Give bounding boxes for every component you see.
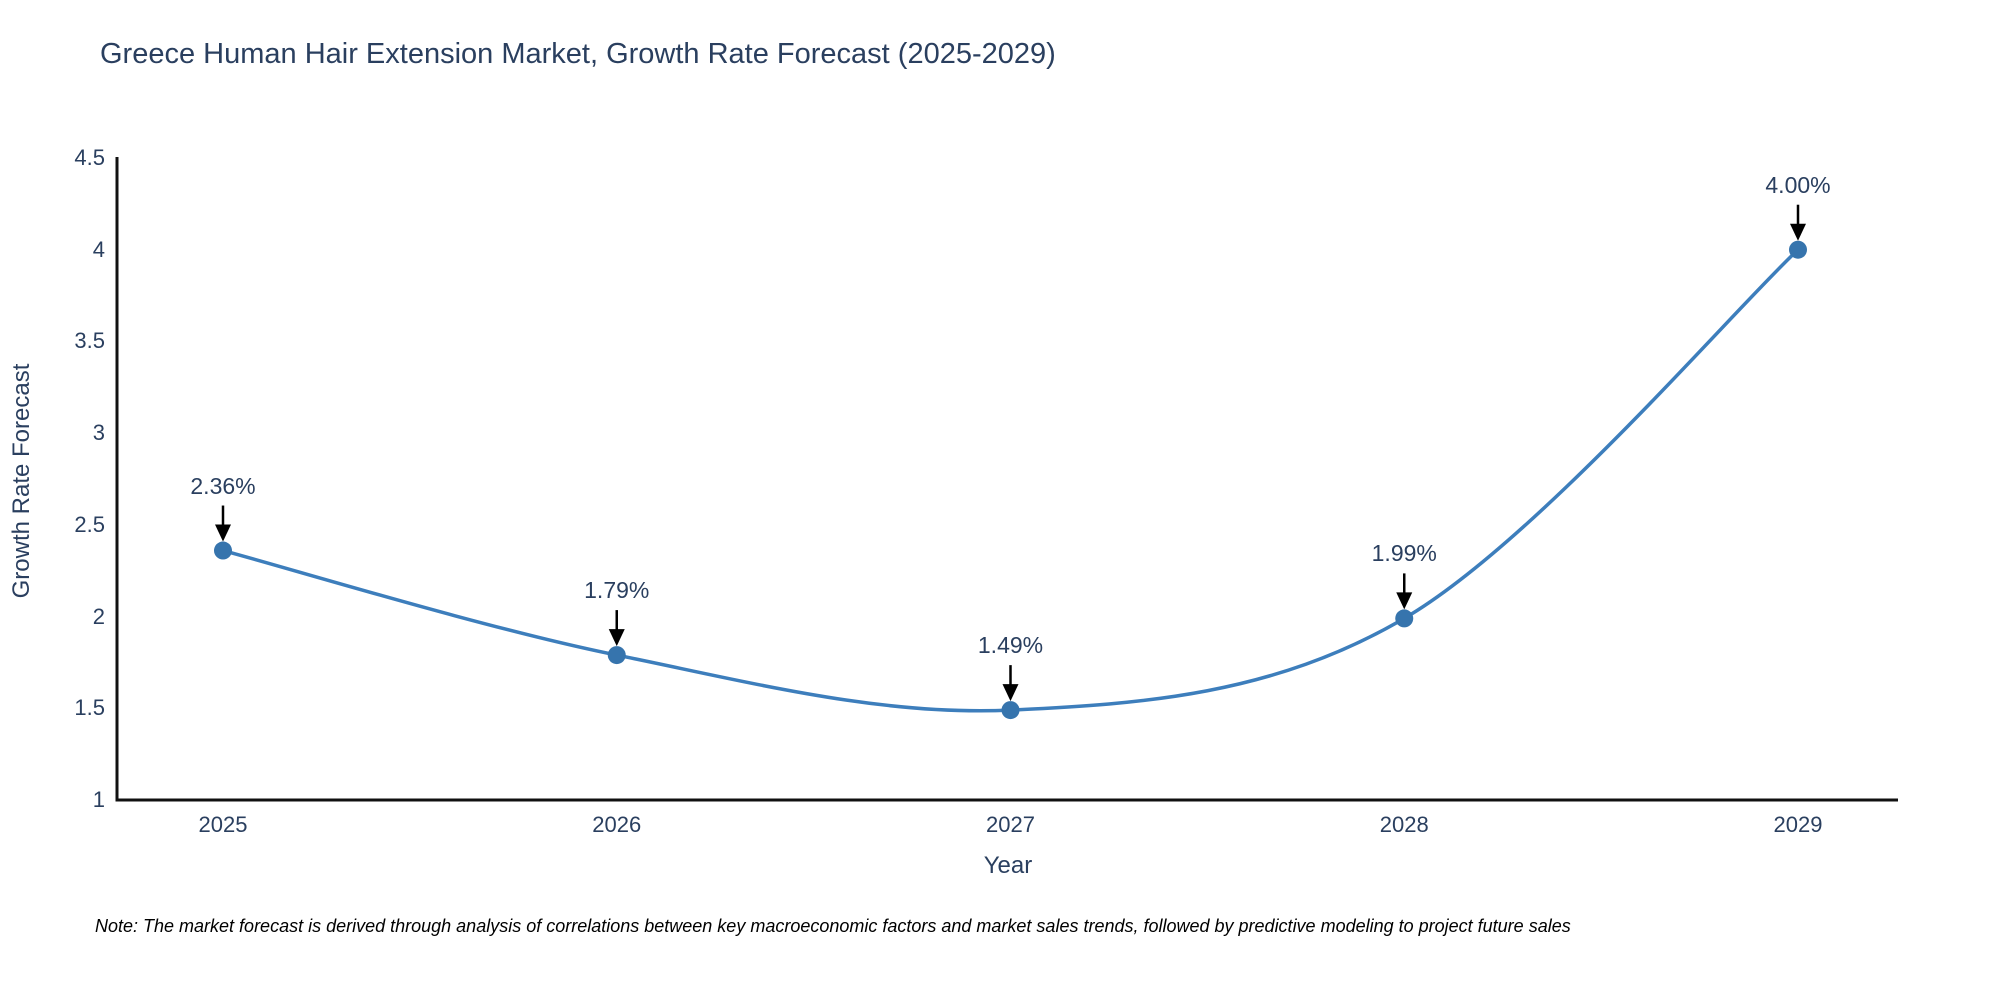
annotation-arrow-head [1002, 684, 1019, 702]
forecast-line [222, 248, 1800, 713]
data-point-label: 1.79% [584, 577, 650, 604]
data-point-marker [1395, 609, 1414, 628]
y-tick-label: 2 [92, 603, 105, 629]
y-tick-label: 2.5 [74, 511, 105, 537]
data-point-label: 2.36% [190, 472, 256, 499]
annotation-arrow-head [1396, 592, 1413, 610]
chart-title: Greece Human Hair Extension Market, Grow… [100, 38, 1056, 70]
x-tick-label: 2029 [1773, 812, 1823, 837]
footnote: Note: The market forecast is derived thr… [95, 916, 1571, 936]
data-point-label: 1.99% [1371, 540, 1437, 567]
x-tick-label: 2025 [198, 812, 248, 837]
data-point-marker [1001, 701, 1020, 720]
annotation-arrow-head [608, 629, 625, 647]
y-tick-label: 3 [92, 420, 105, 446]
y-tick-label: 4 [92, 236, 105, 262]
y-tick-label: 3.5 [74, 328, 105, 354]
y-tick-label: 4.5 [74, 145, 105, 170]
data-point-label: 1.49% [977, 632, 1044, 659]
x-tick-label: 2028 [1379, 812, 1429, 837]
x-tick-label: 2026 [592, 812, 642, 837]
data-point-marker [1789, 240, 1807, 259]
annotation-arrow-head [1790, 223, 1806, 241]
data-point-marker [607, 646, 626, 665]
y-axis-title: Growth Rate Forecast [8, 363, 35, 599]
y-tick-label: 1.5 [74, 695, 105, 721]
x-axis-title: Year [983, 852, 1033, 879]
data-point-marker [214, 541, 232, 560]
x-tick-label: 2027 [986, 812, 1035, 837]
y-tick-label: 1 [92, 787, 105, 812]
annotation-arrow-head [215, 524, 231, 542]
data-point-label: 4.00% [1765, 171, 1831, 198]
